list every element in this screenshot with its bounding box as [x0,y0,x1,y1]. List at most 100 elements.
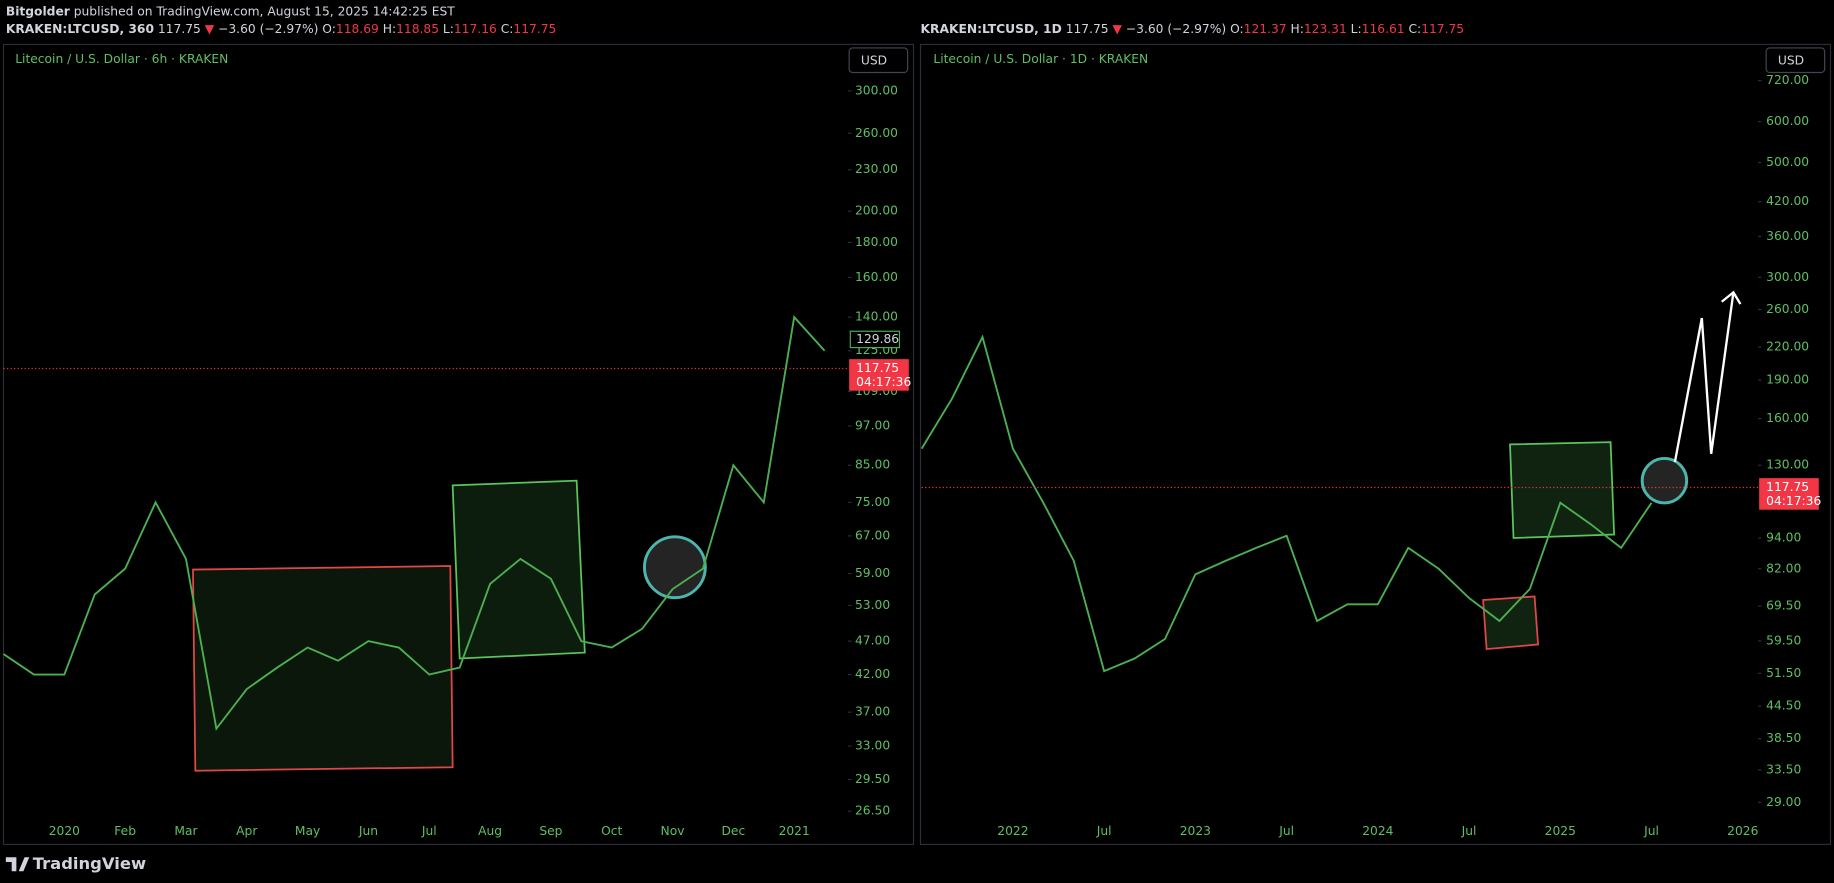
x-tick-label: Nov [661,824,685,838]
red-box [192,565,454,772]
price-label: 117.75 [1766,480,1809,494]
brand: TradingView [33,854,146,873]
price-line [2,315,826,731]
ohlc-value: 118.85 [396,22,439,36]
x-tick-label: Dec [721,824,745,838]
y-tick-label: 44.50 [1766,699,1801,713]
x-tick-label: 2020 [49,824,80,838]
y-tick-label: 720.00 [1766,73,1809,87]
x-tick-label: 2026 [1727,824,1758,838]
symbol: KRAKEN:LTCUSD, 360 [6,22,154,36]
y-tick-label: 200.00 [855,204,898,218]
ohlc-label: H: [383,22,396,36]
x-tick-label: 2023 [1180,824,1211,838]
pane [919,43,1832,845]
last-price: 117.75 [158,22,201,36]
logo-icon [5,857,30,872]
y-tick-label: 300.00 [1766,270,1809,284]
price-box [849,359,909,391]
y-tick-label: 33.50 [1766,762,1801,776]
green-box [451,479,586,660]
pane-title: Litecoin / U.S. Dollar · 1D · KRAKEN [933,52,1148,66]
countdown: 04:17:36 [856,375,911,389]
y-tick-label: 180.00 [855,235,898,249]
y-tick-label: 51.50 [1766,666,1801,680]
red-box [1482,595,1540,651]
y-tick-label: 600.00 [1766,114,1809,128]
ohlc-value: 121.37 [1244,22,1287,36]
x-tick-label: Jul [1096,824,1112,838]
x-tick-label: Jul [421,824,437,838]
circle-marker [643,535,707,600]
ohlc-value: 123.31 [1304,22,1347,36]
y-tick-label: 69.50 [1766,598,1801,612]
x-tick-label: Apr [236,824,258,838]
y-tick-label: 300.00 [855,83,898,97]
currency: USD [1778,53,1804,67]
ohlc-value: 117.75 [1421,22,1464,36]
y-tick-label: 94.00 [1766,531,1801,545]
ohlc-value: 116.61 [1362,22,1405,36]
price-label: 117.75 [856,361,899,375]
ohlc-label: C: [1408,22,1421,36]
y-tick-label: 29.00 [1766,795,1801,809]
y-tick-label: 26.50 [855,804,890,818]
publish-line: Bitgolder published on TradingView.com, … [6,4,455,18]
legend-line: KRAKEN:LTCUSD, 360 117.75 ▼ −3.60 (−2.97… [6,22,556,36]
ohlc-label: L: [443,22,454,36]
circle-marker [1640,456,1689,505]
x-tick-label: 2024 [1362,824,1393,838]
y-tick-label: 230.00 [855,162,898,176]
x-tick-label: Jul [1461,824,1477,838]
currency: USD [861,53,887,67]
price-box [1759,478,1819,510]
ohlc-label: H: [1291,22,1304,36]
symbol-legend: KRAKEN:LTCUSD, 1D 117.75 ▼ −3.60 (−2.97%… [921,22,1465,36]
x-tick-label: Aug [478,824,502,838]
currency-button [1765,47,1826,74]
arrow-head [1720,290,1742,305]
y-tick-label: 47.00 [855,634,890,648]
y-tick-label: 75.00 [855,495,890,509]
y-tick-label: 140.00 [855,310,898,324]
x-tick-label: Jun [358,824,378,838]
change: −3.60 (−2.97%) [218,22,318,36]
x-tick-label: Jul [1643,824,1659,838]
y-tick-label: 260.00 [1766,302,1809,316]
y-tick-label: 38.50 [1766,731,1801,745]
y-tick-label: 59.50 [1766,633,1801,647]
y-tick-label: 160.00 [1766,411,1809,425]
ohlc-label: O: [322,22,336,36]
symbol: KRAKEN:LTCUSD, 1D [921,22,1062,36]
green-box [1509,441,1616,539]
x-tick-label: Mar [174,824,198,838]
x-tick-label: 2021 [779,824,810,838]
y-tick-label: 130.00 [1766,458,1809,472]
direction: ▼ [1113,22,1123,36]
ohlc-label: C: [501,22,514,36]
x-tick-label: May [295,824,320,838]
marker-label: 129.86 [856,332,899,346]
x-tick-label: Sep [539,824,562,838]
price-line [920,334,1653,673]
ohlc-label: L: [1351,22,1362,36]
author: Bitgolder [6,4,71,18]
y-tick-label: 260.00 [855,126,898,140]
x-tick-label: 2025 [1545,824,1576,838]
ohlc-value: 117.16 [454,22,497,36]
y-tick-label: 59.00 [855,566,890,580]
legend-line: KRAKEN:LTCUSD, 1D 117.75 ▼ −3.60 (−2.97%… [921,22,1465,36]
ohlc-value: 118.69 [336,22,379,36]
y-tick-label: 29.50 [855,772,890,786]
x-tick-label: 2022 [997,824,1028,838]
y-tick-label: 360.00 [1766,229,1809,243]
change: −3.60 (−2.97%) [1126,22,1226,36]
ohlc-label: O: [1230,22,1244,36]
direction: ▼ [205,22,215,36]
y-tick-label: 97.00 [855,419,890,433]
countdown: 04:17:36 [1766,494,1821,508]
x-tick-label: Jul [1278,824,1294,838]
footer-logo: TradingView [5,854,146,873]
y-tick-label: 85.00 [855,458,890,472]
